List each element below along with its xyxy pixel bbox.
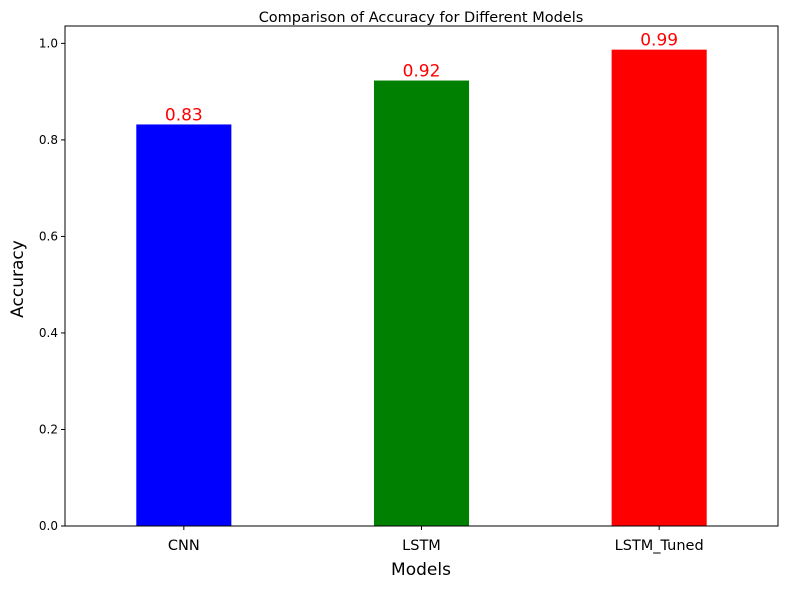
bar-lstm-tuned [611, 49, 707, 526]
y-tick-label: 1.0 [39, 36, 58, 50]
y-tick-label: 0.4 [39, 326, 58, 340]
plot-area: 0.83 0.92 0.99 [136, 31, 707, 526]
data-label: 0.83 [165, 105, 203, 125]
y-tick-label: 0.6 [39, 229, 58, 243]
x-axis: CNN LSTM LSTM_Tuned [168, 526, 704, 554]
y-axis-label: Accuracy [8, 240, 28, 318]
bar-lstm [373, 80, 470, 526]
y-tick-label: 0.8 [39, 133, 58, 147]
x-tick-label: LSTM [402, 538, 441, 554]
y-tick-label: 0.2 [39, 422, 58, 436]
data-label: 0.99 [640, 31, 678, 51]
x-tick-label: LSTM_Tuned [615, 538, 704, 554]
data-label: 0.92 [403, 62, 441, 82]
x-axis-label: Models [391, 560, 451, 580]
bar-cnn [136, 124, 232, 526]
x-tick-label: CNN [168, 538, 200, 554]
y-tick-label: 0.0 [39, 519, 58, 533]
chart-title: Comparison of Accuracy for Different Mod… [259, 10, 584, 26]
y-axis: 0.0 0.2 0.4 0.6 0.8 1.0 [39, 36, 65, 533]
